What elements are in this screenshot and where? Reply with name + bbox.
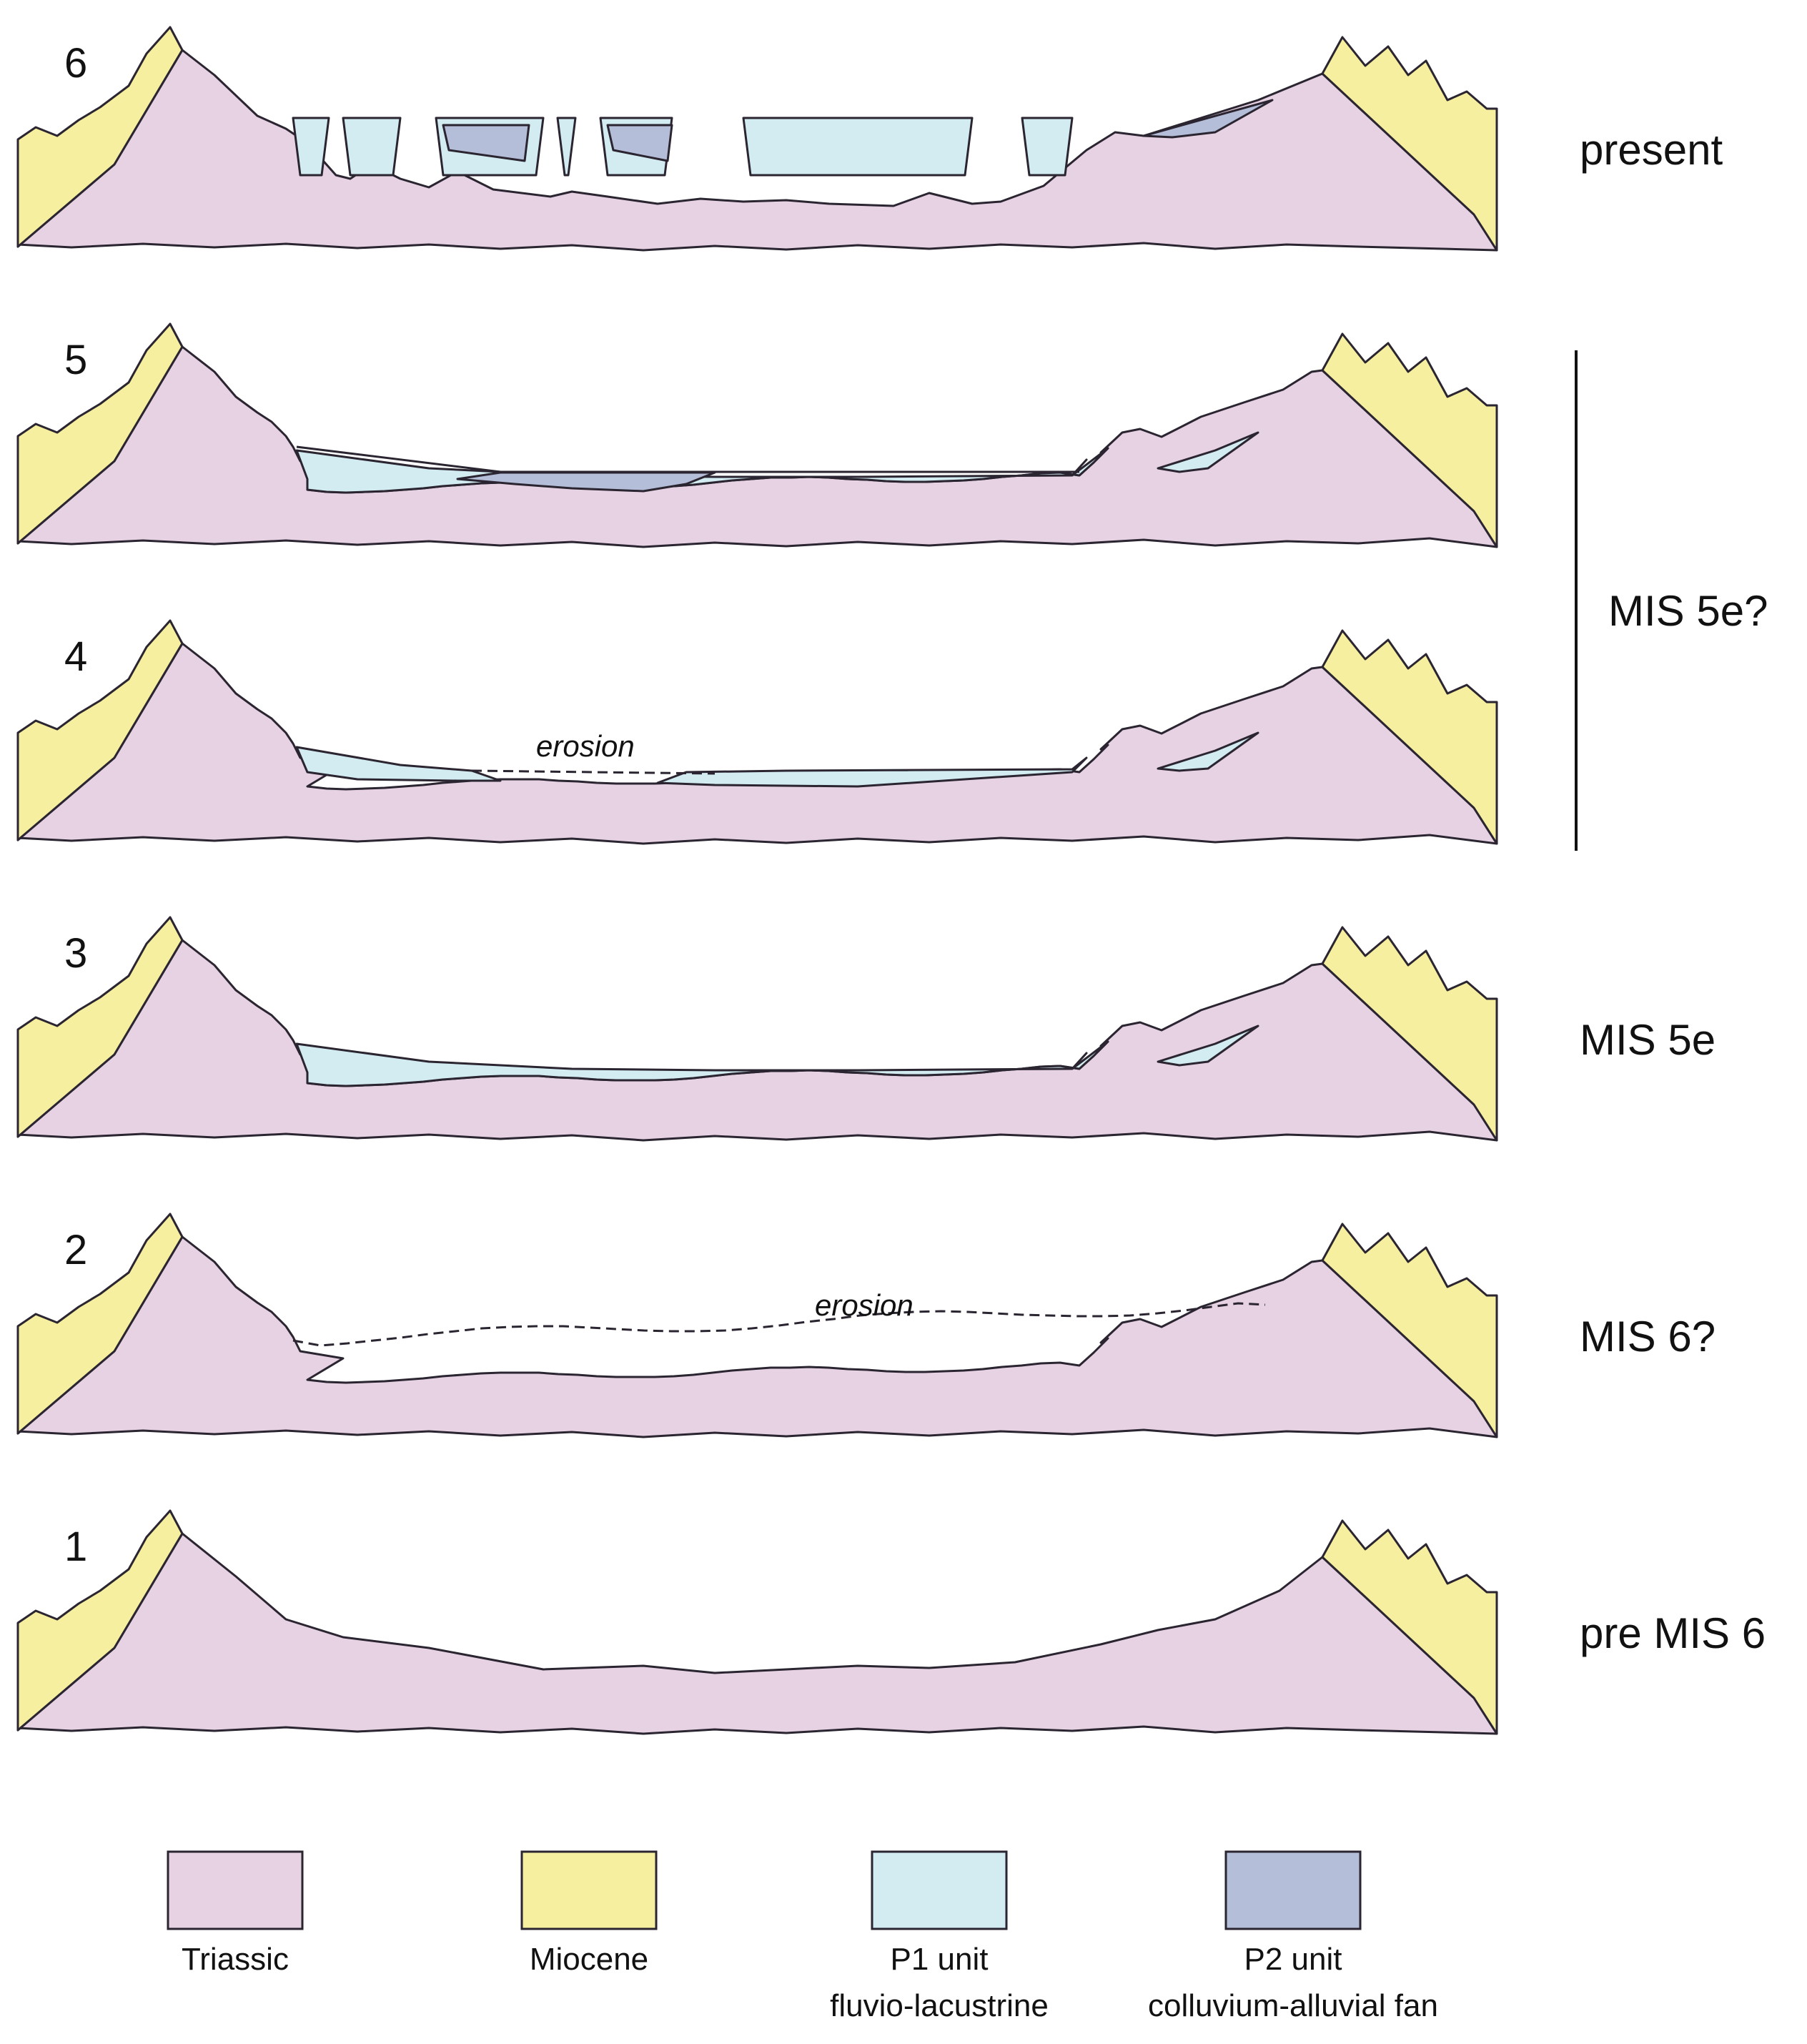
miocene-right: [1321, 332, 1498, 548]
legend-item-miocene: Miocene: [520, 1850, 658, 1977]
legend-swatch: [520, 1850, 658, 1930]
p2-fan-right: [1142, 99, 1274, 139]
cross-section-panels: 6 present 5 4 erosion 3 MIS 5e 2 MIS 6? erosion 1 p…: [16, 26, 1766, 1735]
triassic-basement: [16, 1235, 1498, 1438]
miocene-left: [16, 1509, 184, 1732]
period-label: pre MIS 6: [1580, 1609, 1766, 1657]
erosion-line: [471, 769, 716, 775]
legend-sublabel: fluvio-lacustrine: [830, 1988, 1049, 2023]
p1-fan-right: [1157, 731, 1259, 772]
period-label: MIS 5e: [1580, 1016, 1716, 1064]
triassic-basement: [16, 939, 1498, 1142]
miocene-left: [16, 916, 184, 1138]
panel-3: 3 MIS 5e: [16, 916, 1716, 1142]
erosion-line: [292, 1302, 1266, 1347]
panel-number: 3: [64, 930, 87, 977]
p2-remnant: [442, 124, 530, 162]
legend-label: P2 unit: [1244, 1942, 1342, 1977]
panel-4: 4 erosion: [16, 619, 1498, 845]
p1-remnant: [292, 117, 330, 177]
triassic-basement: [16, 345, 1498, 548]
p1-remnant: [342, 117, 402, 177]
legend-label: P1 unit: [891, 1942, 989, 1977]
period-label: present: [1580, 126, 1723, 174]
legend-swatch: [167, 1850, 304, 1930]
triassic-basement: [16, 1532, 1498, 1735]
panel-number: 6: [64, 40, 87, 87]
miocene-right: [1321, 629, 1498, 845]
p1-remnant-left: [295, 746, 502, 782]
panel-5: 5: [16, 322, 1498, 548]
legend-sublabel: colluvium-alluvial fan: [1148, 1988, 1438, 2023]
legend-item-p1: P1 unit fluvio-lacustrine: [830, 1850, 1049, 2023]
miocene-left: [16, 619, 184, 841]
mis5e-bracket: MIS 5e?: [1575, 350, 1768, 851]
p1-fill: [295, 1040, 1109, 1087]
erosion-label: erosion: [536, 729, 635, 763]
legend-swatch: [1224, 1850, 1362, 1930]
panel-2: 2 MIS 6? erosion: [16, 1213, 1716, 1438]
panel-number: 5: [64, 337, 87, 383]
legend: Triassic Miocene P1 unitfluvio-lacustrineP…: [167, 1850, 1438, 2023]
triassic-basement: [16, 642, 1498, 845]
panel-number: 1: [64, 1524, 87, 1570]
miocene-left: [16, 322, 184, 545]
legend-label: Triassic: [182, 1942, 289, 1977]
miocene-left: [16, 1213, 184, 1435]
period-label: MIS 6?: [1580, 1313, 1716, 1361]
panel-6: 6 present: [16, 26, 1723, 252]
miocene-left: [16, 26, 184, 248]
p2-cap: [296, 445, 1079, 473]
panel-1: 1 pre MIS 6: [16, 1509, 1766, 1735]
miocene-right: [1321, 926, 1498, 1142]
erosion-label: erosion: [815, 1288, 914, 1322]
p1-fan-right: [1157, 431, 1259, 473]
miocene-right: [1321, 36, 1498, 252]
p1-remnant: [556, 117, 577, 177]
panel-number: 2: [64, 1227, 87, 1273]
legend-item-triassic: Triassic: [167, 1850, 304, 1977]
panel-number: 4: [64, 633, 87, 680]
legend-label: Miocene: [530, 1942, 648, 1977]
p2-remnant: [606, 124, 673, 162]
miocene-right: [1321, 1519, 1498, 1735]
legend-swatch: [871, 1850, 1008, 1930]
bracket-label: MIS 5e?: [1608, 587, 1768, 635]
p1-fan-right: [1157, 1025, 1259, 1067]
p1-remnant: [742, 117, 974, 177]
legend-item-p2: P2 unit colluvium-alluvial fan: [1148, 1850, 1438, 2023]
miocene-right: [1321, 1223, 1498, 1438]
p1-remnant: [1021, 117, 1074, 177]
p1-remnant-right: [656, 756, 1088, 788]
